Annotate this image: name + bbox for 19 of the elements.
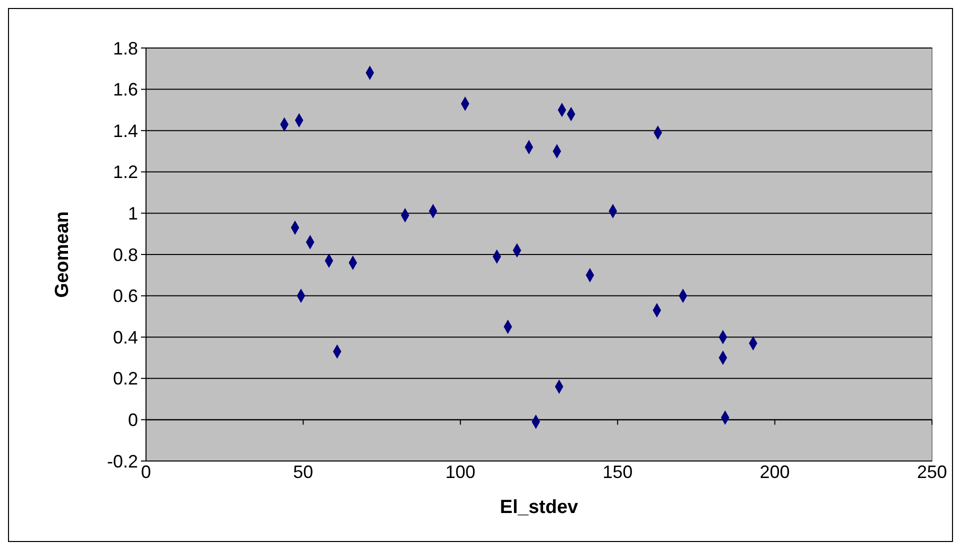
y-tick-label: 0	[128, 410, 138, 430]
x-tick-label: 150	[602, 462, 633, 482]
y-tick-label: 0.2	[112, 368, 138, 389]
y-tick-label: 1.2	[112, 162, 138, 182]
y-tick-label: 1.4	[112, 120, 138, 141]
x-axis-title: El_stdev	[500, 497, 579, 518]
y-tick-label: 1	[128, 204, 138, 224]
x-tick-label: 50	[293, 462, 314, 482]
y-axis-title: Geomean	[52, 211, 73, 298]
y-tick-label: -0.2	[106, 451, 138, 472]
y-tick-label: 0.4	[112, 327, 138, 348]
x-tick-label: 100	[445, 462, 476, 482]
x-tick-label: 250	[916, 462, 948, 482]
y-tick-label: 0.6	[112, 286, 138, 306]
y-tick-label: 1.8	[112, 38, 138, 58]
y-tick-label: 1.6	[112, 80, 138, 100]
x-tick-label: 200	[760, 462, 790, 482]
y-tick-label: 0.8	[112, 244, 138, 265]
x-tick-label: 0	[140, 462, 152, 482]
